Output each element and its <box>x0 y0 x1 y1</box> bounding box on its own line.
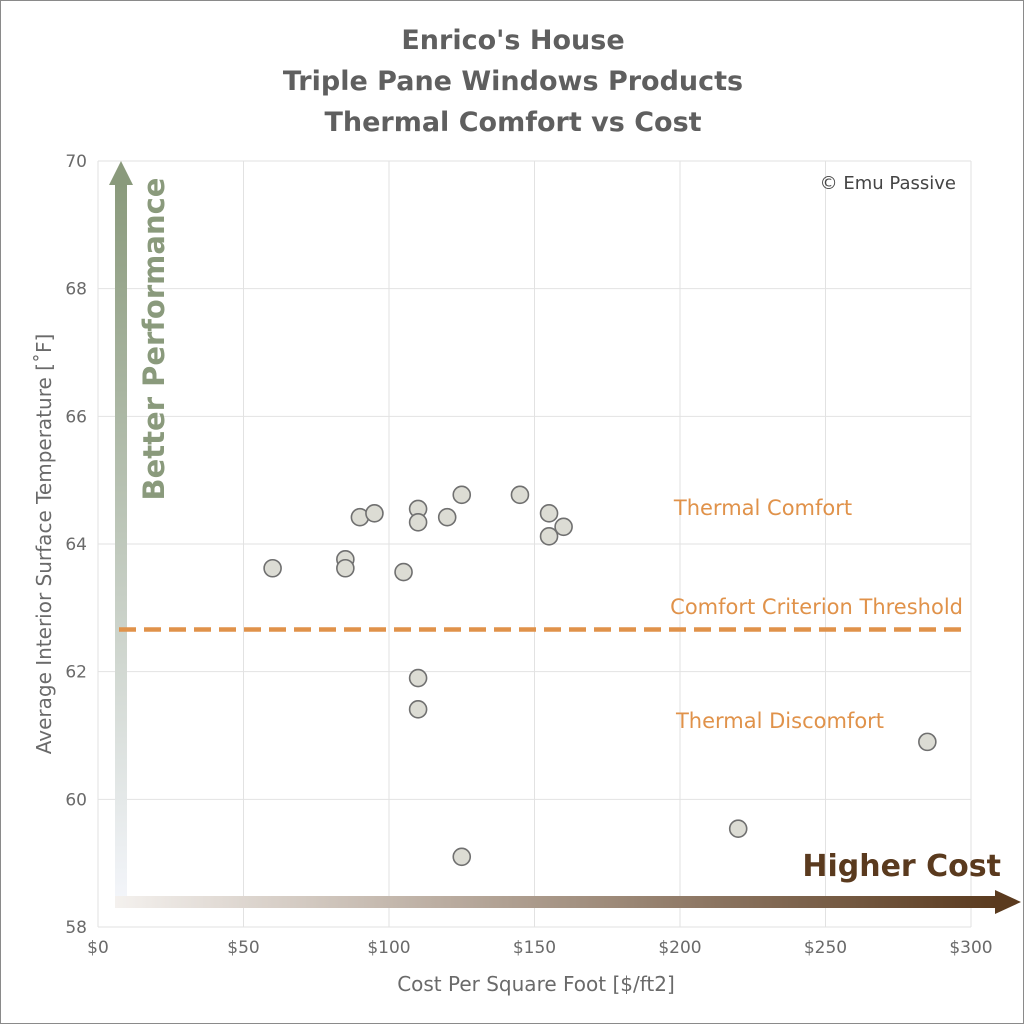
y-axis-ticks: 58 60 62 64 66 68 70 <box>65 152 87 938</box>
copyright-text: © Emu Passive <box>820 173 956 194</box>
data-point <box>918 732 937 752</box>
x-tick-label: $150 <box>513 938 556 958</box>
y-tick-label: 60 <box>65 790 87 810</box>
data-point <box>437 507 457 527</box>
threshold-label: Comfort Criterion Threshold <box>670 595 963 619</box>
y-tick-label: 62 <box>65 663 87 683</box>
data-points <box>263 485 937 867</box>
x-tick-label: $250 <box>804 938 847 958</box>
data-point <box>336 558 355 578</box>
data-point <box>452 847 472 867</box>
y-axis-label: Average Interior Surface Temperature [˚F… <box>32 334 56 755</box>
x-tick-label: $50 <box>227 938 259 958</box>
x-tick-label: $0 <box>87 938 109 958</box>
y-tick-label: 66 <box>65 407 87 427</box>
data-point <box>408 700 428 719</box>
data-point <box>539 527 559 546</box>
data-point <box>408 512 428 532</box>
x-tick-label: $200 <box>658 938 701 958</box>
x-axis-ticks: $0 $50 $100 $150 $200 $250 $300 <box>87 938 992 958</box>
data-point <box>394 562 413 582</box>
data-point <box>452 485 472 505</box>
thermal-comfort-label: Thermal Comfort <box>673 496 852 520</box>
y-tick-label: 58 <box>65 918 87 938</box>
y-tick-label: 68 <box>65 280 87 300</box>
data-point <box>263 558 282 578</box>
chart-title-line-3: Thermal Comfort vs Cost <box>324 107 701 138</box>
y-tick-label: 64 <box>65 535 87 555</box>
thermal-discomfort-label: Thermal Discomfort <box>675 709 884 733</box>
x-tick-label: $300 <box>949 938 992 958</box>
data-point <box>408 668 428 688</box>
x-axis-label: Cost Per Square Foot [$/ft2] <box>397 972 675 996</box>
y-tick-label: 70 <box>65 152 87 172</box>
data-point <box>365 504 384 523</box>
better-performance-label: Better Performance <box>137 178 171 501</box>
chart-title-line-1: Enrico's House <box>401 25 624 56</box>
higher-cost-label: Higher Cost <box>802 849 1001 884</box>
grid-lines <box>97 160 972 928</box>
x-tick-label: $100 <box>367 938 410 958</box>
better-performance-arrow <box>109 161 133 905</box>
data-point <box>728 819 748 838</box>
data-point <box>539 504 559 523</box>
higher-cost-arrow <box>115 890 1021 914</box>
data-point <box>510 485 530 505</box>
chart-title-line-2: Triple Pane Windows Products <box>283 66 743 97</box>
data-point <box>554 517 573 537</box>
